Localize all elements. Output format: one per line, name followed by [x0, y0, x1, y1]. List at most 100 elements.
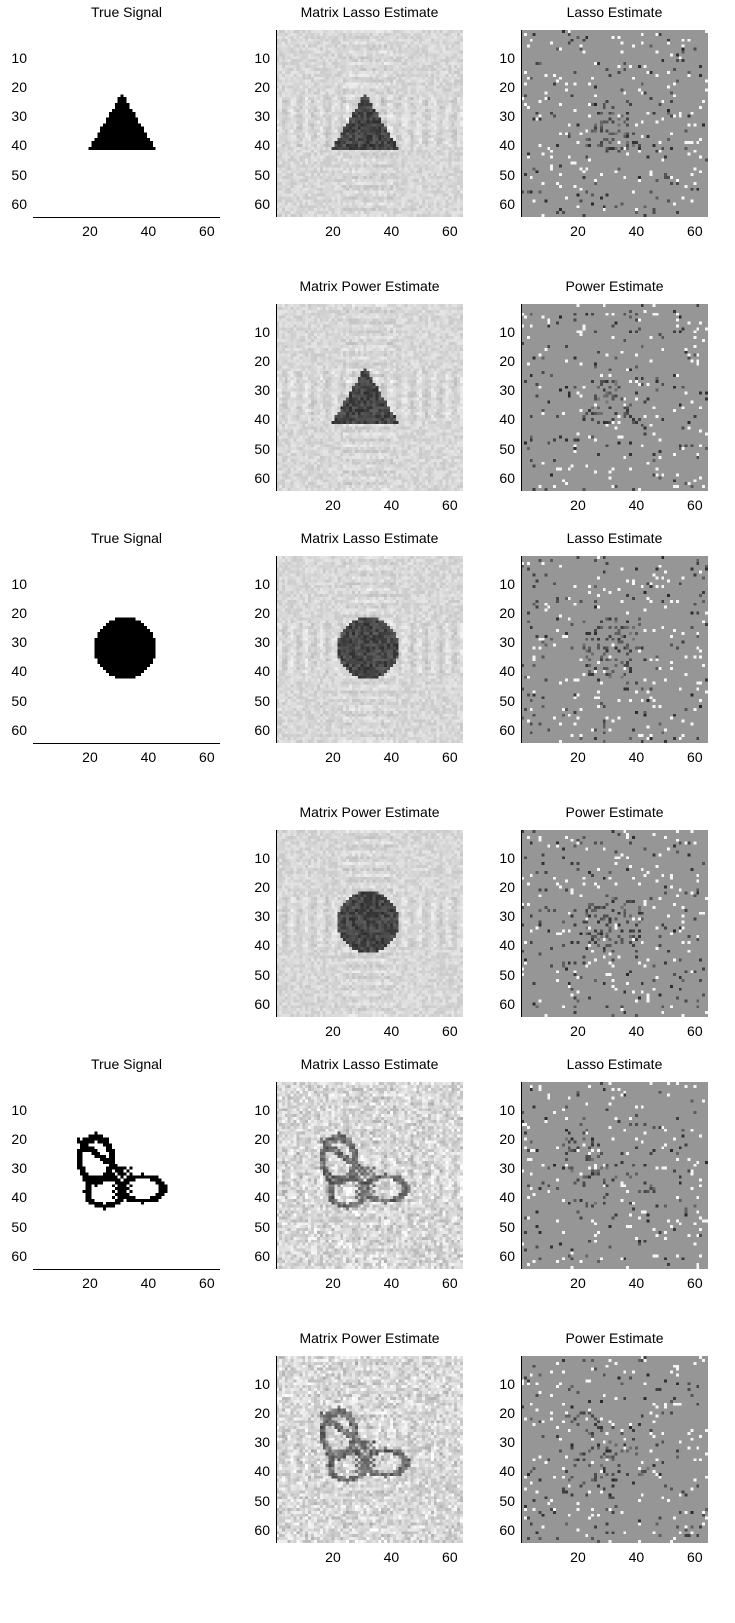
y-tick-label: 20 [11, 604, 27, 621]
panel-title: Power Estimate [565, 804, 664, 820]
y-tick-label: 40 [11, 663, 27, 680]
y-tick-label: 40 [254, 137, 270, 154]
heatmap-canvas [276, 1356, 463, 1543]
heatmap-canvas [521, 1356, 708, 1543]
heatmap-image [276, 1082, 463, 1269]
y-tick-label: 50 [254, 966, 270, 983]
y-tick-label: 60 [11, 1247, 27, 1264]
y-tick-label: 20 [499, 1404, 515, 1421]
y-tick-label: 10 [499, 1375, 515, 1392]
x-tick-label: 40 [383, 1023, 400, 1039]
panel-title: Lasso Estimate [566, 530, 663, 546]
y-tick-label: 10 [499, 323, 515, 340]
y-tick-label: 60 [499, 995, 515, 1012]
x-tick-label: 60 [199, 749, 215, 765]
y-tick-label: 40 [254, 1463, 270, 1480]
y-tick-label: 30 [499, 108, 515, 125]
heatmap-image [521, 30, 708, 217]
y-tick-label: 30 [254, 382, 270, 399]
x-tick-label: 40 [140, 223, 157, 239]
y-tick-label: 10 [11, 1101, 27, 1118]
heatmap-image [33, 30, 220, 217]
y-tick-label: 20 [499, 352, 515, 369]
y-tick-label: 10 [11, 49, 27, 66]
x-tick-label: 60 [199, 223, 215, 239]
heatmap-image [33, 556, 220, 743]
y-tick-label: 20 [254, 604, 270, 621]
y-tick-label: 10 [254, 323, 270, 340]
axis-bottom-line [33, 1269, 220, 1270]
y-tick-label: 60 [11, 721, 27, 738]
heatmap-canvas [521, 556, 708, 743]
y-tick-label: 20 [11, 78, 27, 95]
x-tick-label: 60 [687, 497, 703, 513]
x-tick-label: 60 [442, 497, 458, 513]
axis-left-line [521, 1082, 522, 1269]
x-tick-label: 60 [687, 1023, 703, 1039]
y-tick-label: 50 [11, 692, 27, 709]
y-tick-label: 60 [11, 195, 27, 212]
axis-left-line [276, 1082, 277, 1269]
y-tick-label: 40 [499, 1463, 515, 1480]
y-tick-label: 10 [11, 575, 27, 592]
x-tick-label: 20 [325, 223, 341, 239]
y-tick-label: 10 [499, 1101, 515, 1118]
x-tick-label: 20 [570, 223, 586, 239]
y-tick-label: 30 [254, 108, 270, 125]
y-tick-label: 50 [11, 1218, 27, 1235]
heatmap-canvas [521, 1082, 708, 1269]
heatmap-canvas [33, 556, 220, 743]
y-tick-label: 20 [254, 352, 270, 369]
y-tick-label: 20 [254, 78, 270, 95]
y-tick-label: 20 [11, 1130, 27, 1147]
x-tick-label: 40 [628, 1275, 645, 1291]
heatmap-image [276, 30, 463, 217]
y-tick-label: 60 [499, 721, 515, 738]
x-tick-label: 60 [442, 223, 458, 239]
x-tick-label: 40 [628, 1023, 645, 1039]
y-tick-label: 50 [499, 692, 515, 709]
y-tick-label: 30 [254, 634, 270, 651]
y-tick-label: 30 [11, 1160, 27, 1177]
y-tick-label: 50 [11, 166, 27, 183]
heatmap-canvas [276, 30, 463, 217]
y-tick-label: 40 [254, 1189, 270, 1206]
panel-title: True Signal [90, 530, 163, 546]
x-tick-label: 40 [383, 223, 400, 239]
heatmap-canvas [521, 304, 708, 491]
x-tick-label: 20 [82, 223, 98, 239]
x-tick-label: 20 [325, 1275, 341, 1291]
heatmap-image [276, 830, 463, 1017]
x-tick-label: 40 [628, 1549, 645, 1565]
heatmap-canvas [33, 30, 220, 217]
y-tick-label: 60 [499, 1521, 515, 1538]
heatmap-image [521, 830, 708, 1017]
y-tick-label: 60 [254, 1521, 270, 1538]
y-tick-label: 20 [499, 78, 515, 95]
y-tick-label: 10 [499, 575, 515, 592]
y-tick-label: 30 [11, 108, 27, 125]
x-tick-label: 20 [570, 497, 586, 513]
x-tick-label: 60 [442, 1023, 458, 1039]
x-tick-label: 60 [442, 1549, 458, 1565]
x-tick-label: 40 [140, 749, 157, 765]
axis-left-line [521, 304, 522, 491]
x-tick-label: 40 [628, 749, 645, 765]
y-tick-label: 30 [499, 382, 515, 399]
heatmap-canvas [276, 556, 463, 743]
x-tick-label: 60 [199, 1275, 215, 1291]
x-tick-label: 40 [383, 1275, 400, 1291]
x-tick-label: 20 [82, 1275, 98, 1291]
x-tick-label: 20 [325, 749, 341, 765]
heatmap-image [276, 1356, 463, 1543]
panel-title: True Signal [90, 1056, 163, 1072]
y-tick-label: 20 [254, 1130, 270, 1147]
axis-left-line [521, 1356, 522, 1543]
y-tick-label: 10 [254, 849, 270, 866]
y-tick-label: 50 [499, 1218, 515, 1235]
axis-bottom-line [33, 743, 220, 744]
x-tick-label: 20 [570, 1275, 586, 1291]
y-tick-label: 40 [254, 411, 270, 428]
heatmap-image [276, 304, 463, 491]
x-tick-label: 20 [570, 1549, 586, 1565]
